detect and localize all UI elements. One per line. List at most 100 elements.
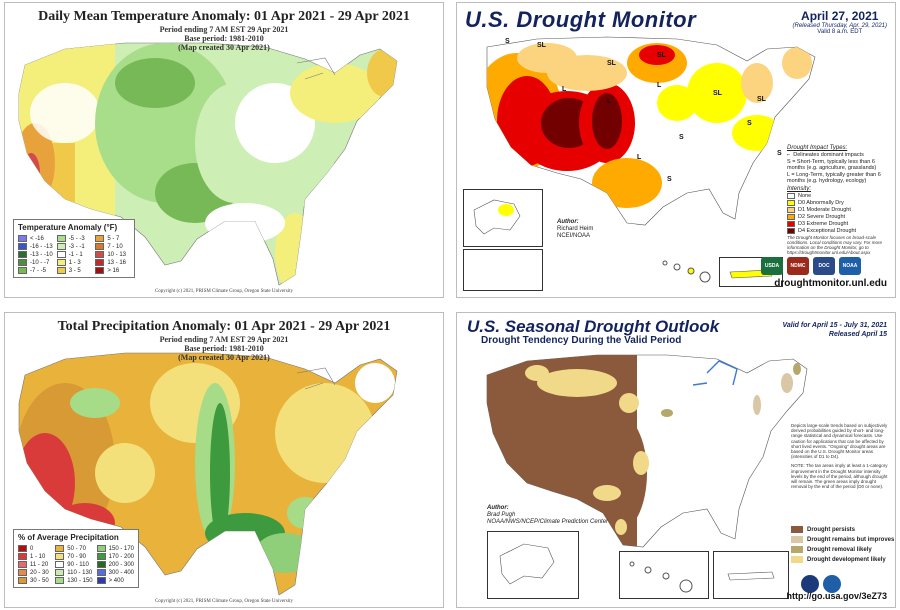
- hawaii-islands: [657, 255, 717, 283]
- legend-label: 200 - 300: [108, 561, 134, 568]
- svg-text:SL: SL: [757, 96, 767, 103]
- base-period-text: Base period: 1981-2010: [184, 344, 264, 353]
- intensity-swatch: [787, 228, 795, 234]
- legend-swatch: [96, 577, 106, 584]
- legend-swatch: [56, 267, 66, 274]
- temperature-anomaly-panel: Daily Mean Temperature Anomaly: 01 Apr 2…: [4, 2, 444, 298]
- alaska-inset: [487, 531, 579, 599]
- temperature-legend-item: 1 - 3: [56, 259, 92, 266]
- svg-text:S: S: [505, 38, 510, 45]
- legend-label: 0: [30, 545, 34, 552]
- temperature-legend: Temperature Anomaly (°F) < -16 -5 - -3 5 -…: [13, 219, 135, 278]
- copyright: Copyright (c) 2021, PRISM Climate Group,…: [154, 599, 294, 604]
- legend-swatch: [791, 526, 803, 533]
- alaska-map: [473, 199, 521, 235]
- map-created-text: (Map created 30 Apr 2021): [178, 353, 270, 362]
- base-period-text: Base period: 1981-2010: [184, 34, 264, 43]
- precipitation-legend-item: 170 - 200: [96, 553, 134, 560]
- intensity-item: None: [787, 193, 891, 199]
- legend-label: -10 - -7: [30, 259, 50, 266]
- author-name: Richard Heim: [557, 226, 594, 232]
- legend-label: 70 - 90: [67, 553, 86, 560]
- svg-text:SL: SL: [713, 90, 723, 97]
- temperature-legend-item: 3 - 5: [56, 267, 92, 274]
- outlook-url[interactable]: http://go.usa.gov/3eZ73: [786, 591, 887, 601]
- period-text: Period ending 7 AM EST 29 Apr 2021: [159, 25, 289, 34]
- intensity-list: None D0 Abnormally Dry D1 Moderate Drought…: [787, 193, 891, 234]
- intensity-item: D3 Extreme Drought: [787, 221, 891, 227]
- seasonal-drought-outlook-panel: U.S. Seasonal Drought Outlook Drought Te…: [456, 312, 896, 608]
- precipitation-legend-item: 20 - 30: [18, 569, 51, 576]
- puerto-rico-inset: [713, 551, 789, 599]
- legend-label: -13 - -10: [30, 251, 53, 258]
- intensity-label: D2 Severe Drought: [798, 214, 846, 220]
- legend-label: 1 - 10: [30, 553, 46, 560]
- panel-subtitle: Period ending 7 AM EST 29 Apr 2021 Base …: [5, 335, 443, 362]
- svg-text:L: L: [657, 82, 662, 89]
- legend-swatch: [18, 243, 27, 250]
- legend-label: 50 - 70: [67, 545, 86, 552]
- panel-subtitle: Period ending 7 AM EST 29 Apr 2021 Base …: [5, 25, 443, 52]
- legend-label: Drought development likely: [807, 556, 886, 563]
- agency-logos: USDA NDMC DOC NOAA: [761, 257, 861, 275]
- legend-swatch: [18, 235, 27, 242]
- temperature-legend-item: -1 - 1: [56, 251, 92, 258]
- valid-period-block: Valid for April 15 - July 31, 2021 Relea…: [782, 321, 887, 339]
- temperature-legend-item: > 16: [95, 267, 130, 274]
- legend-label: 7 - 10: [107, 243, 123, 250]
- usda-logo-icon: USDA: [761, 257, 783, 275]
- legend-label: > 400: [108, 577, 124, 584]
- intensity-item: D2 Severe Drought: [787, 214, 891, 220]
- impact-line-label: Delineates dominant impacts: [793, 152, 864, 158]
- legend-swatch: [18, 545, 27, 552]
- intensity-title: Intensity:: [787, 186, 812, 192]
- temperature-legend-item: -7 - -5: [18, 267, 53, 274]
- legend-label: 30 - 50: [30, 577, 49, 584]
- intensity-swatch: [787, 193, 795, 199]
- legend-label: 10 - 13: [107, 251, 127, 258]
- precipitation-legend-item: 90 - 110: [55, 561, 92, 568]
- legend-label: 20 - 30: [30, 569, 49, 576]
- legend-label: 11 - 20: [30, 561, 49, 568]
- svg-text:S: S: [777, 150, 782, 157]
- valid-period: Valid for April 15 - July 31, 2021: [782, 322, 887, 329]
- outlook-legend-item: Drought removal likely: [791, 546, 894, 553]
- map-created-text: (Map created 30 Apr 2021): [178, 43, 270, 52]
- author-block: Author: Brad Pugh NOAA/NWS/NCEP/Climate …: [487, 505, 608, 526]
- precipitation-legend-item: 300 - 400: [96, 569, 134, 576]
- precipitation-legend-item: 150 - 170: [96, 545, 134, 552]
- legend-label: -1 - 1: [68, 251, 83, 258]
- intensity-item: D4 Exceptional Drought: [787, 228, 891, 234]
- svg-text:S: S: [679, 134, 684, 141]
- svg-text:SL: SL: [607, 60, 617, 67]
- outlook-legend: Drought persists Drought remains but impr…: [791, 523, 894, 566]
- temperature-legend-item: -13 - -10: [18, 251, 53, 258]
- temperature-legend-item: 5 - 7: [95, 235, 130, 242]
- outlook-legend-item: Drought development likely: [791, 556, 894, 563]
- legend-label: 300 - 400: [108, 569, 134, 576]
- legend-label: 1 - 3: [68, 259, 81, 266]
- drought-monitor-url[interactable]: droughtmonitor.unl.edu: [774, 278, 887, 289]
- legend-label: 170 - 200: [108, 553, 134, 560]
- intensity-label: D1 Moderate Drought: [798, 207, 851, 213]
- legend-swatch: [18, 569, 27, 576]
- temperature-legend-item: 10 - 13: [95, 251, 130, 258]
- legend-swatch: [791, 536, 803, 543]
- author-label: Author:: [487, 505, 509, 511]
- legend-label: 5 - 7: [107, 235, 120, 242]
- legend-label: > 16: [107, 267, 120, 274]
- legend-swatch: [95, 243, 105, 250]
- precipitation-anomaly-panel: Total Precipitation Anomaly: 01 Apr 2021…: [4, 312, 444, 608]
- precipitation-legend-item: 1 - 10: [18, 553, 51, 560]
- legend-label: -5 - -3: [68, 235, 85, 242]
- legend-label: Drought remains but improves: [807, 536, 895, 543]
- intensity-label: D3 Extreme Drought: [798, 221, 849, 227]
- legend-swatch: [18, 577, 27, 584]
- legend-label: 150 - 170: [108, 545, 134, 552]
- svg-text:L: L: [607, 98, 612, 105]
- legend-swatch: [791, 556, 803, 563]
- legend-swatch: [18, 561, 27, 568]
- legend-swatch: [18, 553, 27, 560]
